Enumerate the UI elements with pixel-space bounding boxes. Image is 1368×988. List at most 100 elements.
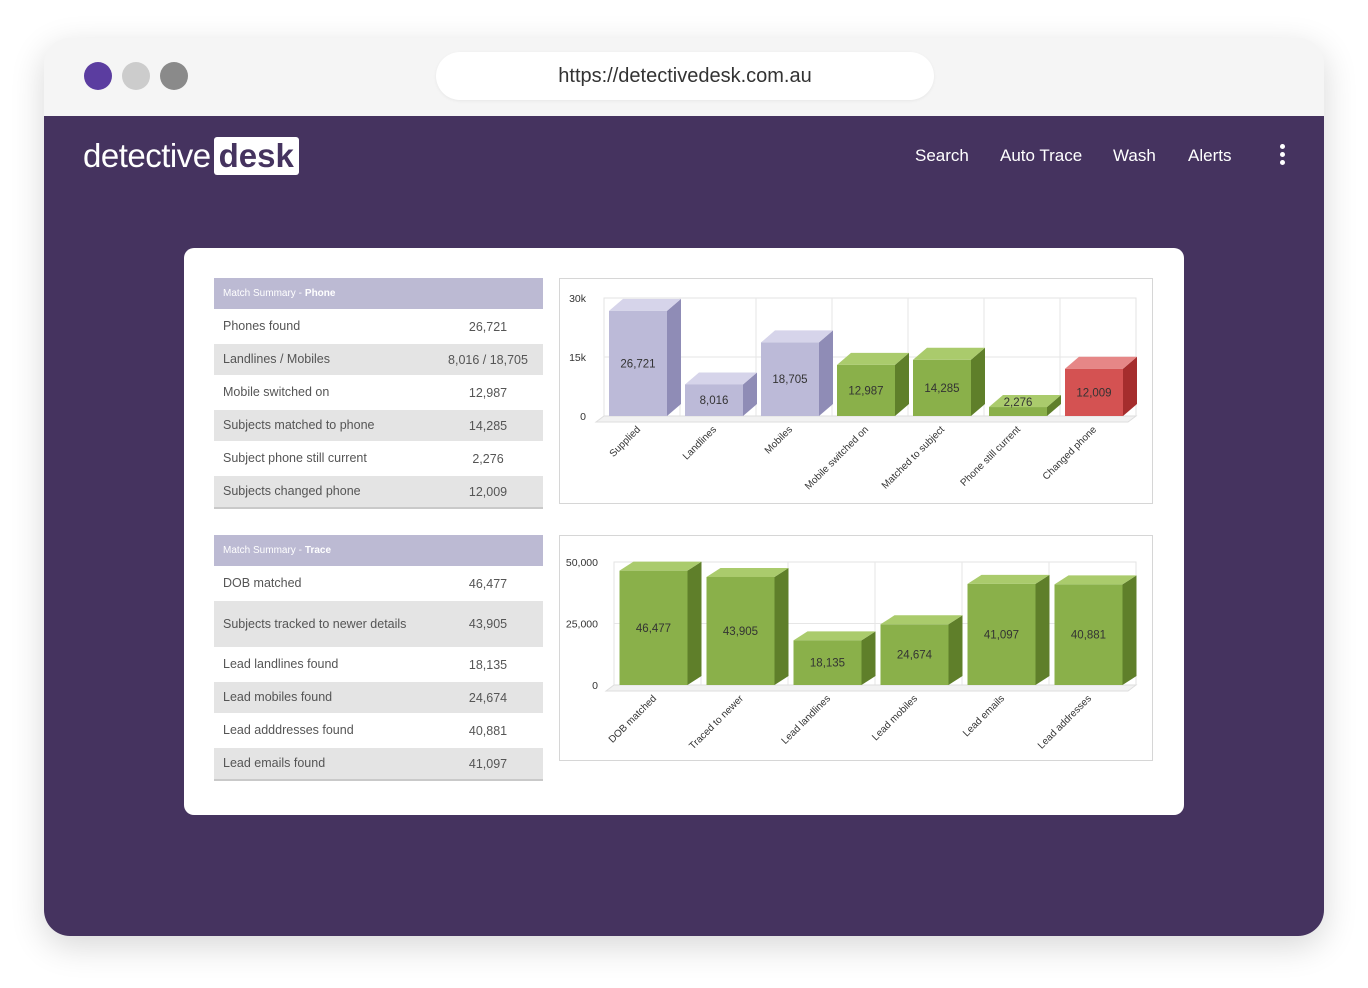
- bar: 41,097: [967, 574, 1050, 685]
- x-category-label: Lead landlines: [780, 693, 833, 746]
- table-row: Subjects tracked to newer details 43,905: [214, 599, 543, 647]
- table-row: Lead mobiles found 24,674: [214, 680, 543, 713]
- window-close-dot[interactable]: [84, 62, 112, 90]
- bar: 8,016: [685, 372, 757, 416]
- x-category-label: Mobile switched on: [803, 424, 871, 492]
- bar-front: [989, 407, 1047, 416]
- row-value: 2,276: [472, 451, 504, 466]
- bar-side: [861, 631, 876, 685]
- table-row: Subjects matched to phone 14,285: [214, 408, 543, 441]
- table-header: Match Summary - Trace: [214, 535, 543, 566]
- bar-side: [1035, 574, 1050, 685]
- phone-summary-table: Match Summary - Phone Phones found 26,72…: [214, 278, 543, 509]
- x-category-label: Matched to subject: [880, 424, 947, 491]
- bar: 12,987: [837, 352, 909, 416]
- bar-front: [1065, 368, 1123, 416]
- bar-side: [895, 352, 909, 416]
- trace-summary-table: Match Summary - Trace DOB matched 46,477…: [214, 535, 543, 781]
- logo-text-detective: detective: [83, 137, 211, 174]
- table-title: Phone: [304, 288, 336, 299]
- row-value: 41,097: [468, 756, 508, 771]
- y-tick-label: 15k: [569, 352, 587, 364]
- x-category-label: Traced to newer: [687, 693, 746, 752]
- table-title-prefix: Match Summary -: [223, 545, 302, 556]
- window-minimize-dot[interactable]: [122, 62, 150, 90]
- row-label: Mobile switched on: [223, 385, 330, 399]
- row-label: Subject phone still current: [223, 451, 367, 465]
- table-row: Subjects changed phone 12,009: [214, 474, 543, 507]
- bar: 14,285: [913, 347, 985, 416]
- table-row: Phones found 26,721: [214, 309, 543, 342]
- bar-front: [967, 583, 1036, 685]
- bar-front: [880, 624, 949, 685]
- x-category-label: Lead emails: [961, 693, 1007, 739]
- table-row: DOB matched 46,477: [214, 566, 543, 599]
- logo[interactable]: detective desk: [83, 136, 299, 176]
- kebab-vertical-icon[interactable]: [1273, 144, 1291, 168]
- x-category-label: Landlines: [681, 424, 719, 462]
- table-row: Lead adddresses found 40,881: [214, 713, 543, 746]
- row-value: 26,721: [468, 319, 508, 334]
- bar-top: [609, 298, 681, 311]
- bar-side: [948, 615, 963, 685]
- bar-front: [913, 359, 971, 416]
- table-title-prefix: Match Summary -: [223, 288, 302, 299]
- nav-alerts[interactable]: Alerts: [1188, 146, 1232, 165]
- chart-plot: 0 15k 30k 26,721 Supplied 8,016 Landlines 18,70…: [569, 293, 1138, 492]
- bar-front: [793, 640, 862, 685]
- bar-value-label: 26,721: [620, 358, 655, 370]
- row-label: Lead adddresses found: [223, 723, 354, 737]
- bar-top: [989, 395, 1061, 408]
- bar-value-label: 8,016: [700, 395, 729, 407]
- bar-value-label: 2,276: [1004, 397, 1033, 409]
- bar-top: [967, 574, 1050, 584]
- bar-side: [667, 298, 681, 416]
- bar-value-label: 46,477: [636, 623, 671, 635]
- bar-value-label: 41,097: [984, 629, 1019, 641]
- row-label: Subjects matched to phone: [223, 418, 375, 432]
- bar-value-label: 12,987: [848, 385, 883, 397]
- bar-front: [837, 364, 895, 416]
- y-tick-label: 0: [592, 680, 598, 692]
- bar-side: [819, 330, 833, 416]
- bar: 26,721: [609, 298, 681, 416]
- bar-value-label: 40,881: [1071, 630, 1106, 642]
- nav-search[interactable]: Search: [915, 146, 969, 165]
- bar: 46,477: [619, 561, 702, 685]
- bar-side: [971, 347, 985, 416]
- bar-front: [1054, 584, 1123, 685]
- table-row: Subject phone still current 2,276: [214, 441, 543, 474]
- row-label: Lead emails found: [223, 756, 326, 770]
- bar-value-label: 18,705: [772, 374, 807, 386]
- table-row: Landlines / Mobiles 8,016 / 18,705: [214, 342, 543, 375]
- y-tick-label: 30k: [569, 293, 587, 305]
- row-label: Landlines / Mobiles: [223, 352, 331, 366]
- bar-front: [609, 310, 667, 416]
- chart-plot: 0 25,000 50,000 46,477 DOB matched 43,905 Trac…: [566, 557, 1138, 752]
- bar-side: [774, 567, 789, 685]
- row-label: Subjects tracked to newer details: [223, 616, 407, 631]
- row-label: DOB matched: [223, 576, 302, 590]
- y-tick-label: 25,000: [566, 619, 598, 631]
- bar-side: [1122, 575, 1137, 685]
- chart-floor: [604, 684, 1138, 692]
- bar-top: [761, 330, 833, 343]
- nav-auto-trace[interactable]: Auto Trace: [1000, 146, 1083, 165]
- bar-value-label: 43,905: [723, 626, 758, 638]
- bar-front: [761, 342, 819, 416]
- bar-value-label: 12,009: [1076, 387, 1111, 399]
- table-bottom-border: [214, 779, 543, 781]
- address-bar[interactable]: https://detectivedesk.com.au: [436, 52, 934, 100]
- x-category-label: Lead addresses: [1036, 693, 1094, 751]
- window-maximize-dot[interactable]: [160, 62, 188, 90]
- row-value: 40,881: [468, 723, 508, 738]
- x-category-label: Changed phone: [1041, 424, 1099, 482]
- bar-front: [619, 570, 688, 685]
- x-category-label: Supplied: [608, 424, 643, 459]
- bar-value-label: 24,674: [897, 650, 933, 662]
- row-value: 12,009: [468, 484, 508, 499]
- nav-wash[interactable]: Wash: [1113, 146, 1156, 165]
- browser-topbar: https://detectivedesk.com.au: [44, 38, 1324, 116]
- phone-chart-panel: 0 15k 30k 26,721 Supplied 8,016 Landlines 18,70…: [559, 278, 1153, 504]
- url-text: https://detectivedesk.com.au: [558, 64, 812, 87]
